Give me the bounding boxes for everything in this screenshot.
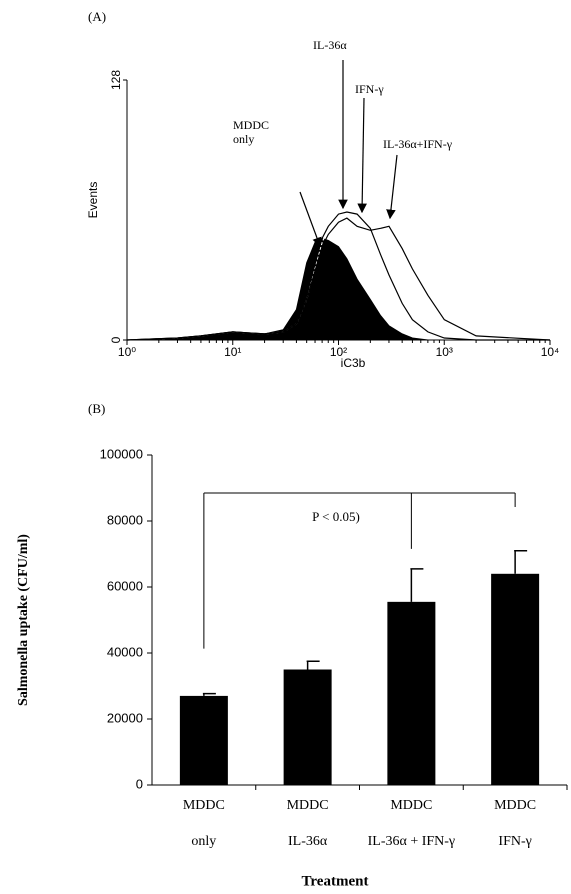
x-tick-label: MDDC (494, 798, 536, 813)
x-tick-label: MDDC (183, 798, 225, 813)
error-bar (514, 549, 528, 574)
bar (387, 601, 436, 785)
bar (491, 573, 540, 785)
x-tick-label: 10¹ (224, 345, 241, 359)
x-tick-label: 10³ (436, 345, 453, 359)
y-axis-label: Salmonella uptake (CFU/ml) (16, 534, 31, 706)
annotation-box: MDDC only (233, 118, 270, 146)
annotation: IFN-γ (355, 82, 384, 96)
y-tick-label: 40000 (107, 644, 143, 659)
x-tick-label: only (191, 834, 216, 849)
panel-label: (B) (88, 401, 105, 416)
y-tick-label: 128 (109, 70, 123, 90)
significance-label: P < 0.05) (312, 509, 360, 524)
annotation-box: IL-36α+IFN-γ (383, 137, 453, 151)
x-tick-label: IL-36α (288, 834, 328, 849)
y-tick-label: 0 (109, 336, 123, 343)
annotation-box: IL-36α (313, 38, 347, 52)
y-tick-label: 100000 (100, 446, 143, 461)
annotation: MDDC only (233, 118, 270, 146)
x-tick-label: IL-36α + IFN-γ (368, 834, 456, 849)
y-axis-label: Events (86, 182, 100, 219)
annotation: IL-36α (313, 38, 347, 52)
error-bar (202, 692, 216, 696)
y-tick-label: 60000 (107, 578, 143, 593)
significance-bracket (203, 492, 516, 649)
bar (283, 669, 332, 785)
histogram-curve (126, 237, 550, 341)
x-tick-label: IFN-γ (498, 834, 531, 849)
x-tick-label: 10² (330, 345, 347, 359)
annotation-arrow (386, 154, 398, 220)
x-tick-label: MDDC (390, 798, 432, 813)
annotation-arrow (357, 97, 367, 214)
y-tick-label: 80000 (107, 512, 143, 527)
y-tick-label: 0 (136, 776, 143, 791)
x-tick-label: 10⁰ (118, 345, 136, 359)
error-bar (306, 660, 320, 670)
bar (179, 695, 228, 785)
annotation-box: IFN-γ (355, 82, 384, 96)
annotation-arrow (299, 191, 322, 248)
histogram-curve (126, 217, 551, 341)
error-bar (410, 568, 424, 602)
x-axis-label: iC3b (341, 356, 366, 370)
x-tick-label: MDDC (287, 798, 329, 813)
annotation: IL-36α+IFN-γ (383, 137, 453, 151)
panel-label: (A) (88, 9, 106, 24)
x-tick-label: 10⁴ (541, 345, 560, 359)
x-axis-label: Treatment (302, 873, 369, 889)
y-tick-label: 20000 (107, 710, 143, 725)
